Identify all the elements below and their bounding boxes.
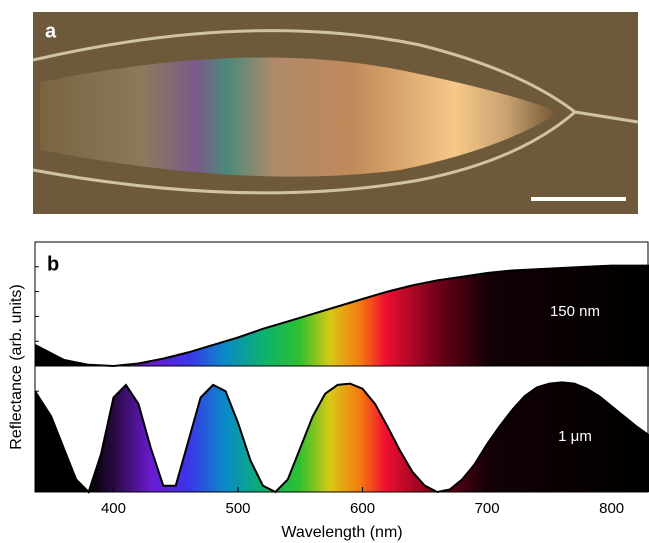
x-axis-label: Wavelength (nm) (281, 524, 402, 541)
x-tick-label: 600 (350, 500, 375, 517)
x-tick-label: 400 (101, 500, 126, 517)
area-fill (35, 265, 649, 366)
plot-frame (34, 241, 649, 493)
curve-label: 1 μm (558, 428, 592, 445)
photo-panel: a (32, 12, 639, 214)
y-axis-label: Reflectance (arb. units) (8, 284, 25, 449)
x-tick-label: 500 (225, 500, 250, 517)
x-tick-label: 700 (475, 500, 500, 517)
bubble (40, 57, 560, 177)
reflectance-curve (34, 264, 649, 368)
panel-label: a (45, 20, 57, 42)
reflectance-curve (34, 381, 649, 494)
area-fill (35, 382, 649, 492)
x-tick-label: 800 (599, 500, 624, 517)
panel-label: b (47, 253, 59, 275)
curve-label: 150 nm (550, 303, 600, 320)
edge (32, 29, 639, 195)
